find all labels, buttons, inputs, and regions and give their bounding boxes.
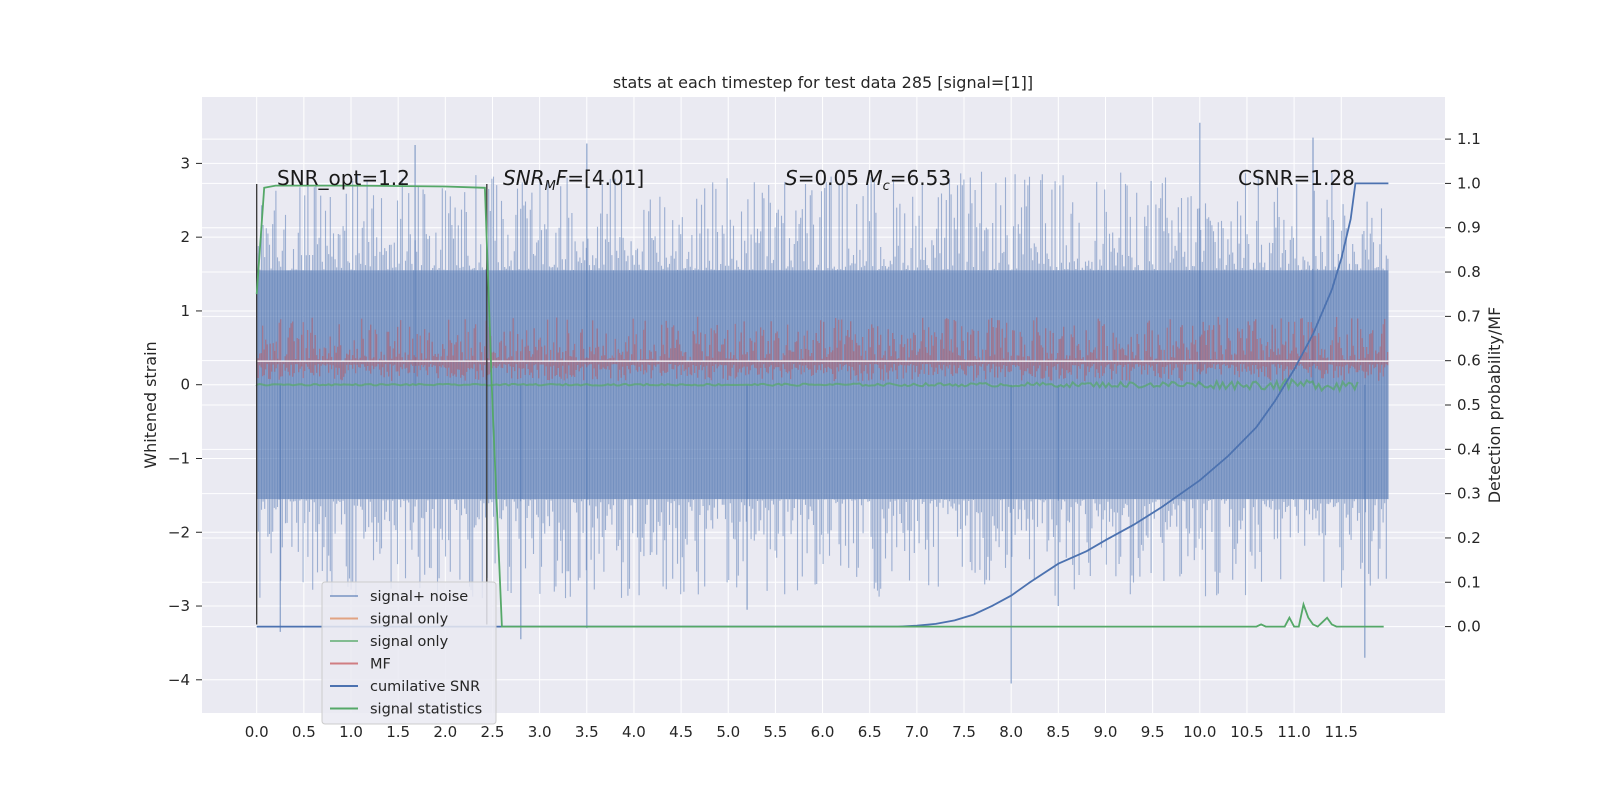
y-tick-label: 2 [180, 228, 190, 246]
x-tick-label: 10.0 [1183, 723, 1216, 741]
x-tick-label: 2.0 [433, 723, 457, 741]
x-tick-label: 8.0 [999, 723, 1023, 741]
legend-label: signal statistics [370, 702, 482, 718]
x-tick-label: 11.0 [1277, 723, 1310, 741]
noise-outlier-spikes [279, 122, 1366, 684]
annotation-csnr: CSNR=1.28 [1238, 166, 1355, 190]
chart-title: stats at each timestep for test data 285… [613, 73, 1033, 92]
x-tick-label: 5.5 [763, 723, 787, 741]
signal-only-trace [255, 377, 1359, 394]
x-tick-label: 9.5 [1141, 723, 1165, 741]
x-tick-label: 7.5 [952, 723, 976, 741]
legend: signal+ noise signal only signal only MF cum… [321, 581, 497, 725]
y2-tick-label: 0.4 [1457, 440, 1481, 458]
y-tick-label: −4 [168, 671, 190, 689]
series-line-signal-statistics [255, 184, 1384, 628]
y2-tick-label: 1.0 [1457, 174, 1481, 192]
y-tick-label: 3 [180, 154, 190, 172]
y2-tick-label: 0.3 [1457, 485, 1481, 503]
y-tick-label: −1 [168, 449, 190, 467]
series-line-cumilative-SNR [256, 182, 1389, 628]
x-tick-label: 0.5 [292, 723, 316, 741]
x-tick-label: 6.0 [811, 723, 835, 741]
y2-tick-labels: 0.0 0.1 0.2 0.3 0.4 0.5 0.6 0.7 0.8 0.9 1.0 1.1 [1445, 130, 1481, 636]
x-tick-label: 4.5 [669, 723, 693, 741]
x-tick-label: 9.0 [1094, 723, 1118, 741]
x-tick-label: 7.0 [905, 723, 929, 741]
x-tick-label: 5.0 [716, 723, 740, 741]
legend-label: signal+ noise [370, 589, 468, 605]
annotation-snr-opt: SNR_opt=1.2 [277, 166, 410, 190]
legend-label: MF [370, 657, 391, 673]
x-tick-label: 6.5 [858, 723, 882, 741]
y2-tick-label: 0.0 [1457, 618, 1481, 636]
y-axis-label: Whitened strain [141, 341, 160, 468]
y2-tick-label: 0.9 [1457, 219, 1481, 237]
x-tick-label: 1.5 [386, 723, 410, 741]
y2-tick-label: 0.2 [1457, 529, 1481, 547]
x-tick-label: 1.0 [339, 723, 363, 741]
y2-tick-label: 0.5 [1457, 396, 1481, 414]
y-tick-labels: −4 −3 −2 −1 0 1 2 3 [168, 154, 202, 689]
y2-tick-label: 0.8 [1457, 263, 1481, 281]
y-tick-label: −3 [168, 597, 190, 615]
legend-label: cumilative SNR [370, 679, 480, 695]
x-tick-label: 10.5 [1230, 723, 1263, 741]
annotation-s-mc: S=0.05 Mc=6.53 [785, 166, 951, 194]
x-tick-label: 8.5 [1046, 723, 1070, 741]
annotation-snr-mf: SNRMF=[4.01] [503, 166, 644, 194]
x-tick-label: 3.0 [528, 723, 552, 741]
x-tick-label: 11.5 [1325, 723, 1358, 741]
y-tick-label: −2 [168, 523, 190, 541]
y2-tick-label: 0.7 [1457, 307, 1481, 325]
x-tick-label: 2.5 [481, 723, 505, 741]
y2-tick-label: 0.1 [1457, 573, 1481, 591]
y-tick-label: 1 [180, 302, 190, 320]
x-tick-label: 0.0 [245, 723, 269, 741]
y2-axis-label: Detection probability/MF [1485, 307, 1504, 504]
data-bands [255, 122, 1389, 684]
x-tick-label: 4.0 [622, 723, 646, 741]
x-tick-labels: 0.0 0.5 1.0 1.5 2.0 2.5 3.0 3.5 4.0 4.5 5.0 5.5 6.0 6… [245, 723, 1358, 741]
legend-box [321, 581, 497, 725]
data-lines [255, 182, 1389, 628]
y2-tick-label: 0.6 [1457, 352, 1481, 370]
y2-tick-label: 1.1 [1457, 130, 1481, 148]
legend-label: signal only [370, 612, 449, 628]
legend-label: signal only [370, 634, 449, 650]
x-tick-label: 3.5 [575, 723, 599, 741]
y-tick-label: 0 [180, 376, 190, 394]
